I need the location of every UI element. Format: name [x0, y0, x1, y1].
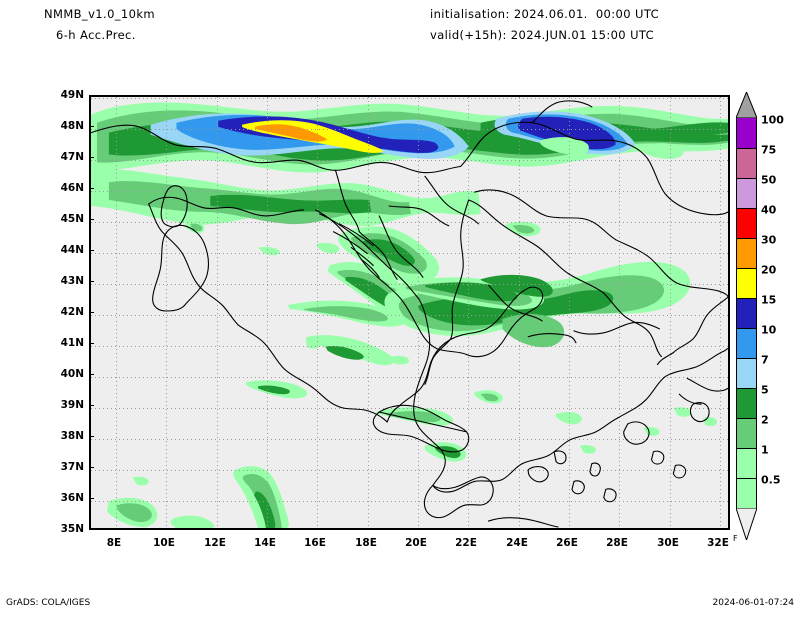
y-axis-tick-48N: 48N [60, 120, 84, 132]
y-axis-tick-46N: 46N [60, 182, 84, 194]
y-axis-tick-39N: 39N [60, 399, 84, 411]
y-axis-tick-37N: 37N [60, 461, 84, 473]
valid-time-label: valid(+15h): 2024.JUN.01 15:00 UTC [430, 28, 655, 42]
x-axis-tick-18E: 18E [355, 537, 377, 549]
y-axis-tick-35N: 35N [60, 523, 84, 535]
colorbar-segment-40-50 [736, 178, 757, 208]
x-axis-tick-12E: 12E [204, 537, 226, 549]
grads-credit-label: GrADS: COLA/IGES [6, 598, 91, 608]
y-axis-tick-38N: 38N [60, 430, 84, 442]
colorbar-label-2: 2 [761, 413, 769, 427]
map-plot-area [89, 95, 730, 530]
y-axis-tick-44N: 44N [60, 244, 84, 256]
y-axis-tick-49N: 49N [60, 89, 84, 101]
colorbar-segment-1-2 [736, 418, 757, 448]
x-axis-tick-20E: 20E [405, 537, 427, 549]
x-axis-tick-10E: 10E [153, 537, 175, 549]
colorbar-segment-15-20 [736, 268, 757, 298]
x-axis-tick-32E: 32E [707, 537, 729, 549]
colorbar-label-5: 5 [761, 383, 769, 397]
colorbar-label-50: 50 [761, 173, 777, 187]
colorbar-label-15: 15 [761, 293, 777, 307]
colorbar-segment-2-5 [736, 388, 757, 418]
colorbar-label-7: 7 [761, 353, 769, 367]
colorbar-label-1: 1 [761, 443, 769, 457]
colorbar-segment-under [736, 478, 757, 508]
colorbar-segment-50-75 [736, 148, 757, 178]
colorbar-segment-7-10 [736, 328, 757, 358]
y-axis-tick-43N: 43N [60, 275, 84, 287]
model-name-label: NMMB_v1.0_10km [44, 7, 156, 21]
field-name-label: 6-h Acc.Prec. [56, 28, 136, 42]
colorbar-over-label: F [733, 534, 738, 543]
y-axis-tick-45N: 45N [60, 213, 84, 225]
colorbar-label-30: 30 [761, 233, 777, 247]
y-axis-tick-40N: 40N [60, 368, 84, 380]
coastline-and-border-overlay [91, 97, 728, 528]
colorbar-segment-20-30 [736, 238, 757, 268]
colorbar-scale [736, 118, 757, 508]
colorbar-segment-5-7 [736, 358, 757, 388]
y-axis-tick-36N: 36N [60, 492, 84, 504]
colorbar-under-arrow [735, 507, 758, 542]
colorbar-segment-30-40 [736, 208, 757, 238]
y-axis-tick-41N: 41N [60, 337, 84, 349]
colorbar-label-75: 75 [761, 143, 777, 157]
colorbar-label-20: 20 [761, 263, 777, 277]
colorbar-label-10: 10 [761, 323, 777, 337]
x-axis-tick-30E: 30E [657, 537, 679, 549]
x-axis-tick-14E: 14E [254, 537, 276, 549]
colorbar-over-arrow [735, 90, 758, 119]
y-axis-tick-42N: 42N [60, 306, 84, 318]
colorbar-segment-0.5-1 [736, 448, 757, 478]
x-axis-tick-22E: 22E [455, 537, 477, 549]
colorbar-segment-75-100 [736, 118, 757, 148]
initialisation-time-label: initialisation: 2024.06.01. 00:00 UTC [430, 7, 660, 21]
x-axis-tick-28E: 28E [606, 537, 628, 549]
generation-timestamp-label: 2024-06-01-07:24 [712, 598, 795, 608]
x-axis-tick-24E: 24E [506, 537, 528, 549]
colorbar-segment-10-15 [736, 298, 757, 328]
y-axis-tick-47N: 47N [60, 151, 84, 163]
x-axis-tick-16E: 16E [304, 537, 326, 549]
colorbar-label-100: 100 [761, 113, 784, 127]
x-axis-tick-26E: 26E [556, 537, 578, 549]
x-axis-tick-8E: 8E [106, 537, 122, 549]
colorbar-label-40: 40 [761, 203, 777, 217]
colorbar-label-0.5: 0.5 [761, 473, 781, 487]
